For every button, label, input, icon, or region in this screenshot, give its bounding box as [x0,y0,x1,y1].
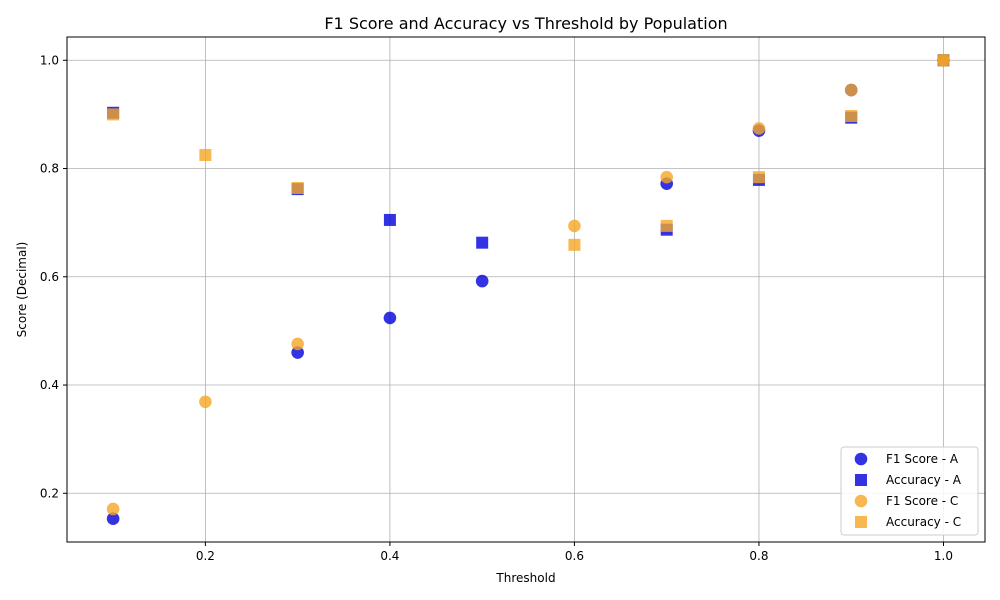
data-point [291,337,304,351]
y-axis-ticks: 0.2 0.4 0.6 0.8 1.0 [40,53,67,500]
legend-marker [854,494,868,508]
data-point [106,502,120,516]
data-point [660,170,673,184]
series-3 [107,54,950,251]
y-axis-label: Score (Decimal) [15,242,29,338]
x-tick-label: 1.0 [934,549,953,563]
legend-marker [854,452,868,466]
y-tick-label: 0.8 [40,162,59,176]
grid [67,37,985,542]
chart-title: F1 Score and Accuracy vs Threshold by Po… [324,14,727,33]
data-point [845,110,858,123]
legend-box [840,446,979,536]
data-point [107,108,120,121]
x-tick-label: 0.8 [749,549,768,563]
data-point [291,346,304,359]
legend-label: Accuracy - A [886,473,962,487]
legend-item: F1 Score - A [854,452,959,466]
data-point [568,219,581,233]
data-point [660,219,673,232]
x-tick-label: 0.2 [196,549,215,563]
legend-marker [855,516,867,528]
legend-item: Accuracy - C [855,515,961,529]
data-point [937,54,950,67]
y-tick-label: 0.2 [40,486,59,500]
data-point [752,122,766,135]
x-axis-label: Threshold [495,571,555,585]
y-tick-label: 0.6 [40,270,59,284]
legend-label: F1 Score - A [886,452,959,466]
data-points [106,53,950,526]
legend: F1 Score - A Accuracy - A F1 Score - C Accu… [840,446,979,536]
data-point [844,83,858,97]
data-point [106,512,120,526]
y-tick-label: 1.0 [40,53,59,67]
data-point [476,236,489,249]
data-point [475,274,489,288]
data-point [383,213,396,226]
data-point [291,182,304,195]
data-point [752,171,765,184]
x-tick-label: 0.6 [565,549,584,563]
legend-label: F1 Score - C [886,494,958,508]
x-tick-label: 0.4 [380,549,399,563]
plot-frame [66,36,986,543]
data-point [199,395,212,409]
x-axis-ticks: 0.2 0.4 0.6 0.8 1.0 [196,542,953,563]
data-point [568,238,581,251]
y-tick-label: 0.4 [40,378,59,392]
legend-item: Accuracy - A [855,473,962,487]
legend-marker [855,474,867,486]
legend-item: F1 Score - C [854,494,958,508]
data-point [199,148,212,161]
legend-label: Accuracy - C [886,515,961,529]
data-point [383,311,397,325]
